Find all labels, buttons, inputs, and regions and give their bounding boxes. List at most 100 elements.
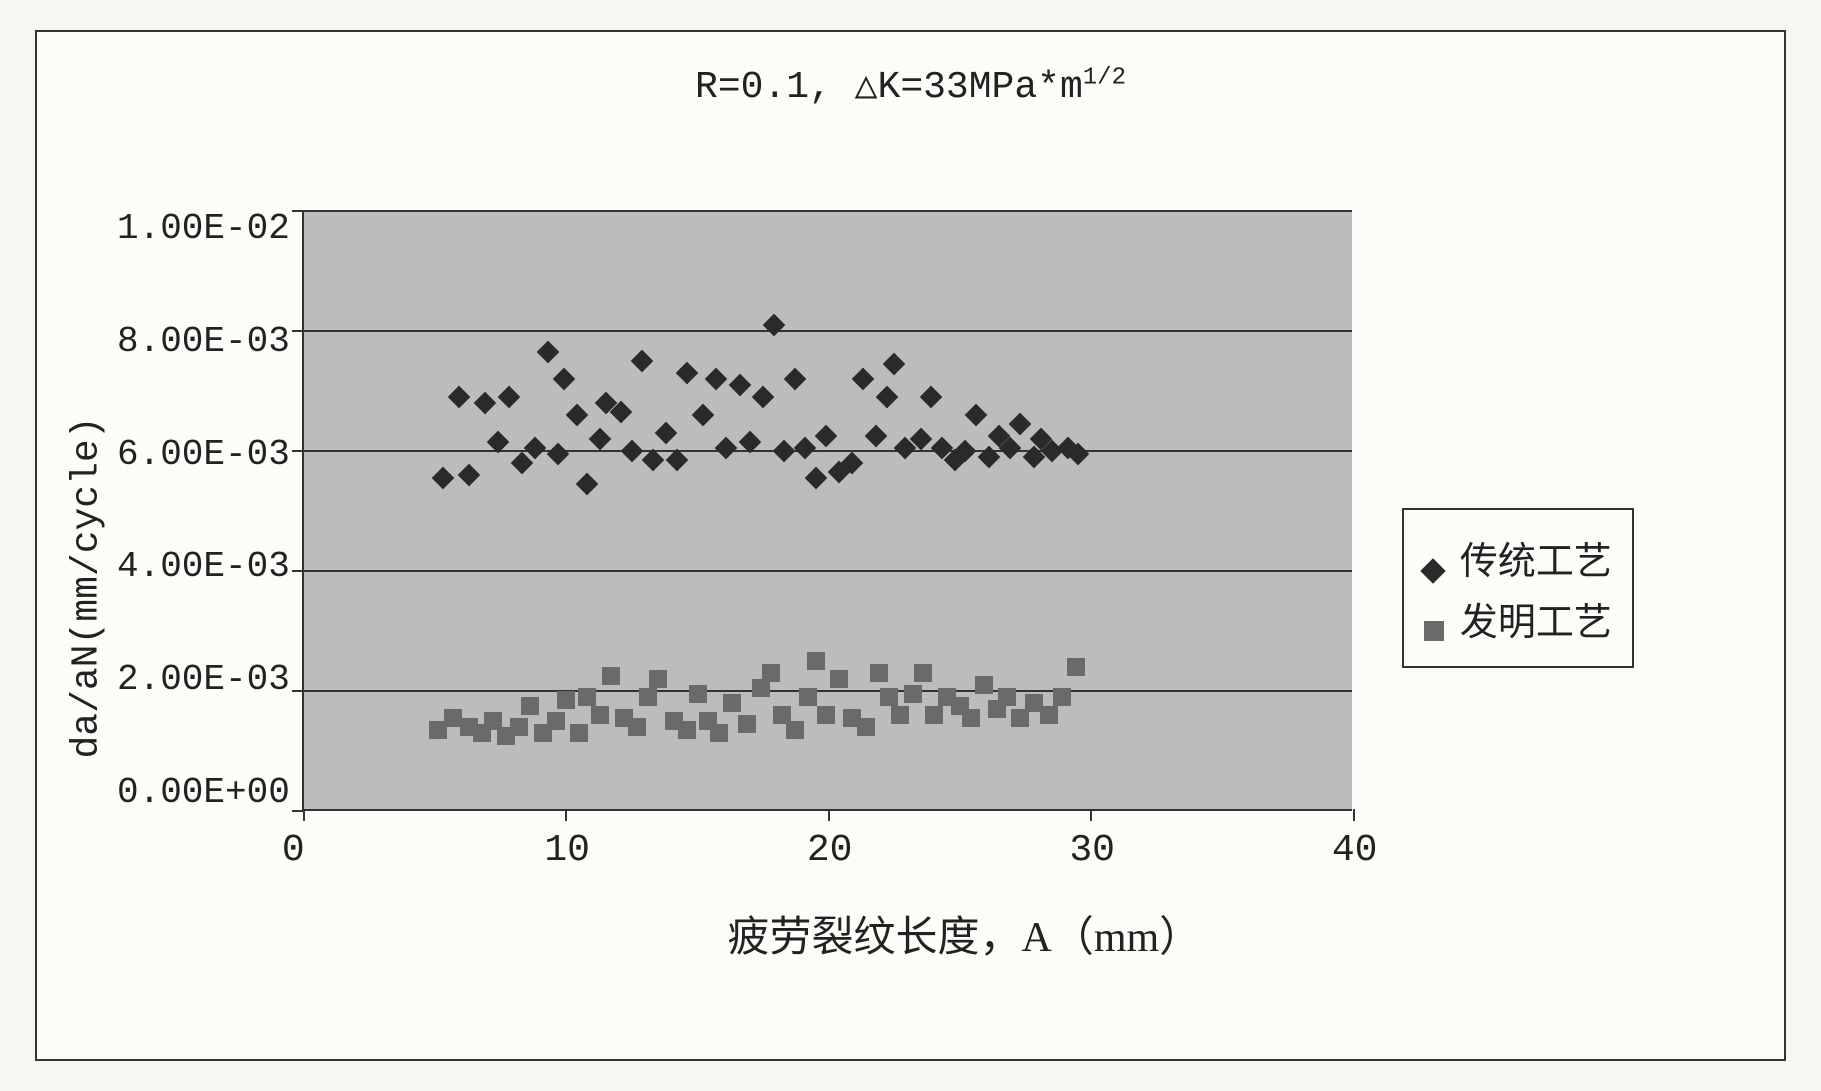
x-axis-ticks: 010203040 [302,829,1352,879]
data-point [447,386,470,409]
chart-container: R=0.1, △K=33MPa*m1/2 da/aN(mm/cycle) 1.0… [35,30,1786,1061]
data-point [830,670,848,688]
gridline [304,570,1352,572]
y-tick-label: 6.00E-03 [117,437,290,473]
data-point [602,667,620,685]
x-tick-label: 0 [282,829,305,872]
legend-item: 发明工艺 [1424,591,1612,646]
data-point [474,392,497,415]
data-point [649,670,667,688]
data-point [432,467,455,490]
data-point [815,425,838,448]
data-point [689,685,707,703]
x-tick-mark [1090,809,1092,821]
data-point [589,428,612,451]
data-point [552,368,575,391]
y-tick-label: 1.00E-02 [117,211,290,247]
y-tick-label: 4.00E-03 [117,549,290,585]
y-tick-mark [292,330,304,332]
data-point [557,691,575,709]
data-point [904,685,922,703]
data-point [631,350,654,373]
data-point [786,721,804,739]
data-point [794,437,817,460]
x-tick-mark [303,809,305,821]
data-point [1067,658,1085,676]
data-point [914,664,932,682]
data-point [510,452,533,475]
data-point [547,712,565,730]
data-point [621,440,644,463]
data-point [591,706,609,724]
data-point [642,449,665,472]
data-point [639,688,657,706]
data-point [692,404,715,427]
data-point [570,724,588,742]
data-point [807,652,825,670]
data-point [678,721,696,739]
data-point [578,688,596,706]
data-point [521,697,539,715]
data-point [852,368,875,391]
data-point [1040,706,1058,724]
data-point [738,715,756,733]
data-point [865,425,888,448]
chart-title: R=0.1, △K=33MPa*m1/2 [57,62,1764,109]
data-point [497,386,520,409]
legend-item: 传统工艺 [1424,530,1612,585]
gridline [304,690,1352,692]
x-tick-mark [565,809,567,821]
square-icon [1424,607,1446,629]
data-point [762,314,785,337]
data-point [566,404,589,427]
data-point [710,724,728,742]
y-tick-mark [292,570,304,572]
data-point [1053,688,1071,706]
data-point [665,449,688,472]
data-point [655,422,678,445]
gridline [304,450,1352,452]
x-tick-label: 40 [1332,829,1378,872]
plot-row: 1.00E-028.00E-036.00E-034.00E-032.00E-03… [117,211,1352,811]
data-point [875,386,898,409]
data-point [880,688,898,706]
data-point [870,664,888,682]
data-point [783,368,806,391]
y-tick-label: 2.00E-03 [117,662,290,698]
data-point [998,688,1016,706]
chart-body: da/aN(mm/cycle) 1.00E-028.00E-036.00E-03… [57,139,1764,1036]
data-point [458,464,481,487]
page-frame: R=0.1, △K=33MPa*m1/2 da/aN(mm/cycle) 1.0… [0,0,1821,1091]
x-tick-mark [1353,809,1355,821]
data-point [773,440,796,463]
data-point [537,341,560,364]
y-axis-ticks: 1.00E-028.00E-036.00E-034.00E-032.00E-03… [117,211,302,811]
data-point [762,664,780,682]
gridline [304,210,1352,212]
x-tick-label: 30 [1069,829,1115,872]
x-axis-label: 疲劳裂纹长度，A（mm） [727,903,1201,964]
data-point [752,386,775,409]
data-point [723,694,741,712]
data-point [925,706,943,724]
plot-area [302,211,1352,811]
data-point [576,473,599,496]
title-text: R=0.1, △K=33MPa*m [695,66,1083,109]
y-tick-mark [292,690,304,692]
y-tick-mark [292,210,304,212]
data-point [1009,413,1032,436]
y-tick-label: 0.00E+00 [117,775,290,811]
data-point [705,368,728,391]
y-axis-label-wrap: da/aN(mm/cycle) [57,566,117,609]
data-point [965,404,988,427]
data-point [817,706,835,724]
x-tick-mark [828,809,830,821]
data-point [728,374,751,397]
data-point [975,676,993,694]
x-tick-label: 20 [807,829,853,872]
data-point [676,362,699,385]
data-point [962,709,980,727]
data-point [920,386,943,409]
gridline [304,330,1352,332]
data-point [799,688,817,706]
